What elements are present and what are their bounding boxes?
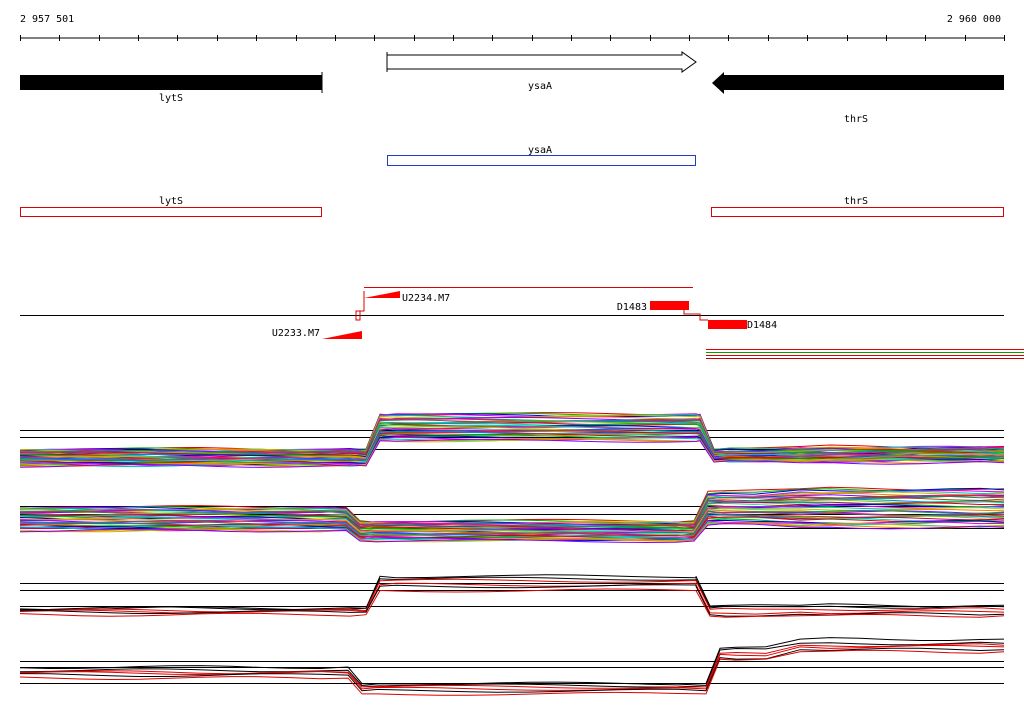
expression-trace [19, 523, 1005, 544]
expression-trace [19, 487, 1005, 524]
expression-trace [19, 425, 1005, 461]
expression-trace [19, 641, 1005, 688]
transcript-step-left [355, 291, 365, 321]
ruler-ticks [20, 35, 1005, 41]
expression-trace [19, 497, 1005, 529]
gene-thrS-label: thrS [844, 114, 868, 125]
probe-D1483-label: D1483 [617, 302, 647, 313]
gene-ysaA-arrow[interactable] [386, 51, 697, 73]
expression-trace [19, 438, 1005, 467]
ruler-end-label: 2 960 000 [947, 14, 1001, 25]
expression-panel-reverse [19, 486, 1005, 544]
expression-panel-reverse-summary [19, 637, 1005, 696]
expression-trace [19, 438, 1005, 468]
annotation-track: ysaA lytS thrS [20, 145, 1004, 217]
expression-trace [19, 588, 1005, 618]
probe-track: U2234.M7 U2233.M7 D1483 D1484 [20, 287, 1024, 359]
probe-U2234-label: U2234.M7 [402, 293, 450, 304]
expression-trace [19, 420, 1005, 456]
expression-trace [19, 647, 1005, 693]
annotation-lytS-label: lytS [159, 196, 183, 207]
expression-trace [19, 637, 1005, 686]
expression-trace [19, 511, 1005, 537]
expression-trace [19, 516, 1005, 540]
gene-thrS-arrow[interactable] [712, 72, 1004, 94]
gene-lytS-label: lytS [159, 93, 183, 104]
expression-trace [19, 429, 1005, 462]
expression-trace [19, 574, 1005, 611]
transcript-step-right [683, 309, 708, 321]
probe-U2233[interactable] [322, 331, 362, 339]
annotation-ysaA-label: ysaA [528, 145, 552, 156]
expression-panel-forward-summary [19, 574, 1005, 618]
expression-trace [19, 576, 1005, 611]
gene-track: lytS ysaA thrS [20, 51, 1004, 125]
probe-D1483[interactable] [650, 301, 689, 310]
gene-ysaA-label: ysaA [528, 81, 552, 92]
probe-U2233-label: U2233.M7 [272, 328, 320, 339]
gene-lytS-arrow[interactable] [20, 75, 322, 90]
expression-trace [20, 494, 1005, 527]
probe-U2234[interactable] [364, 291, 400, 298]
annotation-ysaA-box[interactable] [387, 155, 696, 166]
expression-trace [19, 500, 1005, 530]
expression-trace [20, 416, 1005, 454]
annotation-thrS-label: thrS [844, 196, 868, 207]
expression-trace [19, 644, 1005, 691]
probe-D1484-label: D1484 [747, 320, 777, 331]
annotation-thrS-box[interactable] [711, 207, 1004, 217]
expression-trace [19, 516, 1005, 540]
probe-D1484[interactable] [708, 320, 747, 329]
expression-trace [19, 499, 1005, 531]
expression-trace [19, 522, 1004, 542]
expression-trace [19, 584, 1005, 617]
expression-trace [19, 504, 1005, 533]
expression-trace [19, 438, 1004, 467]
ruler-start-label: 2 957 501 [20, 14, 74, 25]
expression-trace [19, 505, 1005, 534]
expression-panel-forward [19, 412, 1005, 468]
expression-trace [19, 507, 1005, 534]
expression-trace [19, 643, 1005, 689]
annotation-lytS-box[interactable] [20, 207, 322, 217]
expression-trace [19, 578, 1005, 613]
expression-trace [19, 649, 1005, 696]
coordinate-ruler: 2 957 501 2 960 000 [20, 14, 1005, 41]
